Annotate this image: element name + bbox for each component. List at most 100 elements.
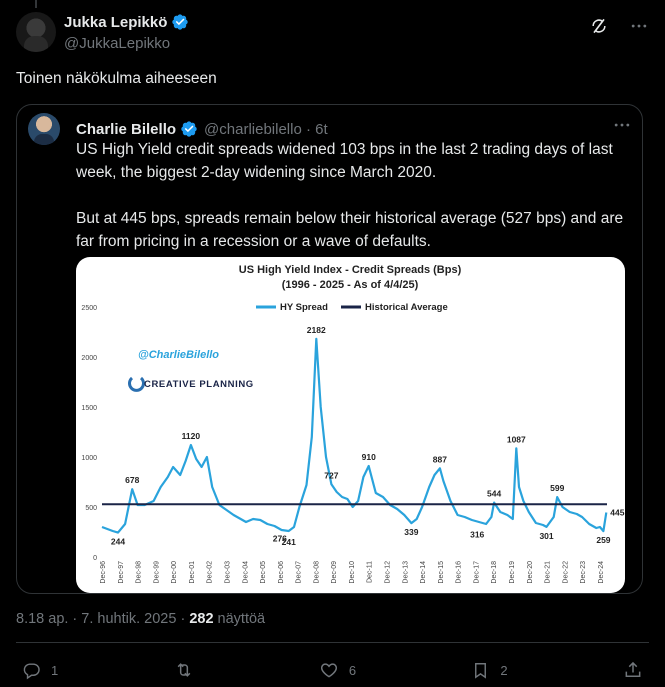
author-handle[interactable]: @JukkaLepikko <box>64 34 171 52</box>
author-name[interactable]: Jukka Lepikkö <box>64 13 189 31</box>
data-label: 244 <box>111 537 125 547</box>
x-tick-label: Dec-12 <box>385 561 392 584</box>
chart-watermark: @CharlieBilello <box>138 349 219 361</box>
x-tick-label: Dec-96 <box>100 561 107 584</box>
data-label: 599 <box>550 483 564 493</box>
data-label: 887 <box>433 454 447 464</box>
share-icon <box>625 661 641 677</box>
share-button[interactable] <box>623 660 643 680</box>
x-tick-label: Dec-09 <box>331 561 338 584</box>
x-tick-label: Dec-14 <box>420 561 427 584</box>
verified-badge-icon <box>181 121 197 137</box>
like-button[interactable]: 6 <box>319 660 356 680</box>
avatar[interactable] <box>16 12 56 52</box>
x-tick-label: Dec-99 <box>153 561 160 584</box>
x-tick-label: Dec-08 <box>313 561 320 584</box>
quote-paragraph: But at 445 bps, spreads remain below the… <box>76 210 624 250</box>
legend-label-hy: HY Spread <box>280 302 328 313</box>
data-label: 910 <box>362 452 376 462</box>
hy-spread-line <box>101 337 608 534</box>
chart-image[interactable]: US High Yield Index - Credit Spreads (Bp… <box>76 257 625 593</box>
y-tick-label: 2500 <box>81 305 97 312</box>
data-label: 316 <box>470 529 484 539</box>
y-tick-label: 500 <box>85 505 97 512</box>
quote-author-name[interactable]: Charlie Bilello <box>76 120 177 138</box>
bookmark-icon <box>475 662 487 679</box>
data-label: 301 <box>539 531 553 541</box>
x-tick-label: Dec-07 <box>296 561 303 584</box>
x-tick-label: Dec-11 <box>367 561 374 583</box>
repost-icon <box>177 663 190 677</box>
repost-button[interactable] <box>174 660 204 680</box>
quoted-post[interactable]: Charlie Bilello @charliebilello · 6t US … <box>16 104 643 594</box>
data-label: 241 <box>282 537 296 547</box>
y-axis: 0 500 1000 1500 2000 2500 <box>81 305 97 562</box>
x-tick-label: Dec-17 <box>473 561 480 584</box>
x-tick-label: Dec-20 <box>527 561 534 584</box>
y-tick-label: 0 <box>93 555 97 562</box>
x-tick-label: Dec-98 <box>136 561 143 584</box>
legend-label-avg: Historical Average <box>365 302 448 313</box>
data-label: 445 <box>610 508 624 518</box>
post-header: Jukka Lepikkö @JukkaLepikko <box>16 12 649 56</box>
quote-paragraph: US High Yield credit spreads widened 103… <box>76 141 613 181</box>
reply-count: 1 <box>51 662 59 678</box>
x-tick-label: Dec-01 <box>189 561 196 584</box>
like-icon <box>320 663 337 678</box>
x-tick-label: Dec-10 <box>349 561 356 584</box>
author-name-text[interactable]: Jukka Lepikkö <box>64 13 168 31</box>
y-tick-label: 2000 <box>81 355 97 362</box>
views-label: näyttöä <box>213 611 266 627</box>
x-tick-label: Dec-97 <box>118 561 125 584</box>
x-tick-label: Dec-00 <box>171 561 178 584</box>
reply-icon <box>23 662 40 679</box>
data-label: 727 <box>324 470 338 480</box>
like-count: 6 <box>348 662 357 678</box>
bookmark-button[interactable]: 2 <box>471 661 508 680</box>
more-icon[interactable] <box>612 115 632 135</box>
data-label: 2182 <box>307 325 326 335</box>
reply-button[interactable]: 1 <box>22 661 58 680</box>
views-count: 282 <box>189 611 214 627</box>
data-label: 1087 <box>507 434 526 444</box>
brand-label: CREATIVE PLANNING <box>144 379 254 390</box>
x-tick-label: Dec-21 <box>545 561 552 584</box>
chart-subtitle: (1996 - 2025 - As of 4/4/25) <box>282 279 419 291</box>
x-tick-label: Dec-06 <box>278 561 285 584</box>
x-tick-label: Dec-03 <box>224 561 231 584</box>
post-meta: 8.18 ap. · 7. huhtik. 2025 · 282 näyttöä <box>16 611 265 627</box>
x-tick-label: Dec-19 <box>509 561 516 584</box>
x-tick-label: Dec-16 <box>456 561 463 584</box>
x-tick-label: Dec-13 <box>402 561 409 584</box>
post-timestamp[interactable]: 8.18 ap. · 7. huhtik. 2025 · <box>16 611 190 627</box>
data-label: 678 <box>125 475 139 485</box>
x-tick-label: Dec-15 <box>438 561 445 584</box>
post-text: Toinen näkökulma aiheeseen <box>16 70 217 87</box>
quote-author-handle[interactable]: @charliebilello · 6t <box>204 120 328 138</box>
verified-badge-icon <box>172 14 189 30</box>
quote-header: Charlie Bilello @charliebilello · 6t <box>28 113 632 145</box>
author-block: Jukka Lepikkö @JukkaLepikko <box>64 13 189 52</box>
thread-connector <box>35 0 37 8</box>
data-label: 339 <box>404 527 418 537</box>
divider <box>16 642 649 643</box>
grok-icon[interactable] <box>589 16 609 36</box>
quote-text: US High Yield credit spreads widened 103… <box>76 138 628 276</box>
quote-avatar[interactable] <box>28 113 60 145</box>
bookmark-count: 2 <box>500 662 508 678</box>
post-header-actions <box>589 16 649 36</box>
chart-legend: HY Spread Historical Average <box>256 302 448 313</box>
data-label: 1120 <box>182 431 201 441</box>
data-label: 544 <box>487 489 501 499</box>
x-tick-label: Dec-02 <box>207 561 214 584</box>
x-tick-label: Dec-23 <box>580 561 587 584</box>
chart-title: US High Yield Index - Credit Spreads (Bp… <box>239 264 462 276</box>
data-label: 259 <box>596 535 610 545</box>
credit-spread-chart: US High Yield Index - Credit Spreads (Bp… <box>81 264 625 584</box>
x-axis: Dec-96 Dec-97 Dec-98 Dec-99 Dec-00 Dec-01 Dec-… <box>100 561 605 584</box>
more-icon[interactable] <box>629 16 649 36</box>
creative-planning-logo: CREATIVE PLANNING <box>128 376 254 392</box>
action-bar: 1 6 2 <box>22 658 643 682</box>
y-tick-label: 1500 <box>81 405 97 412</box>
